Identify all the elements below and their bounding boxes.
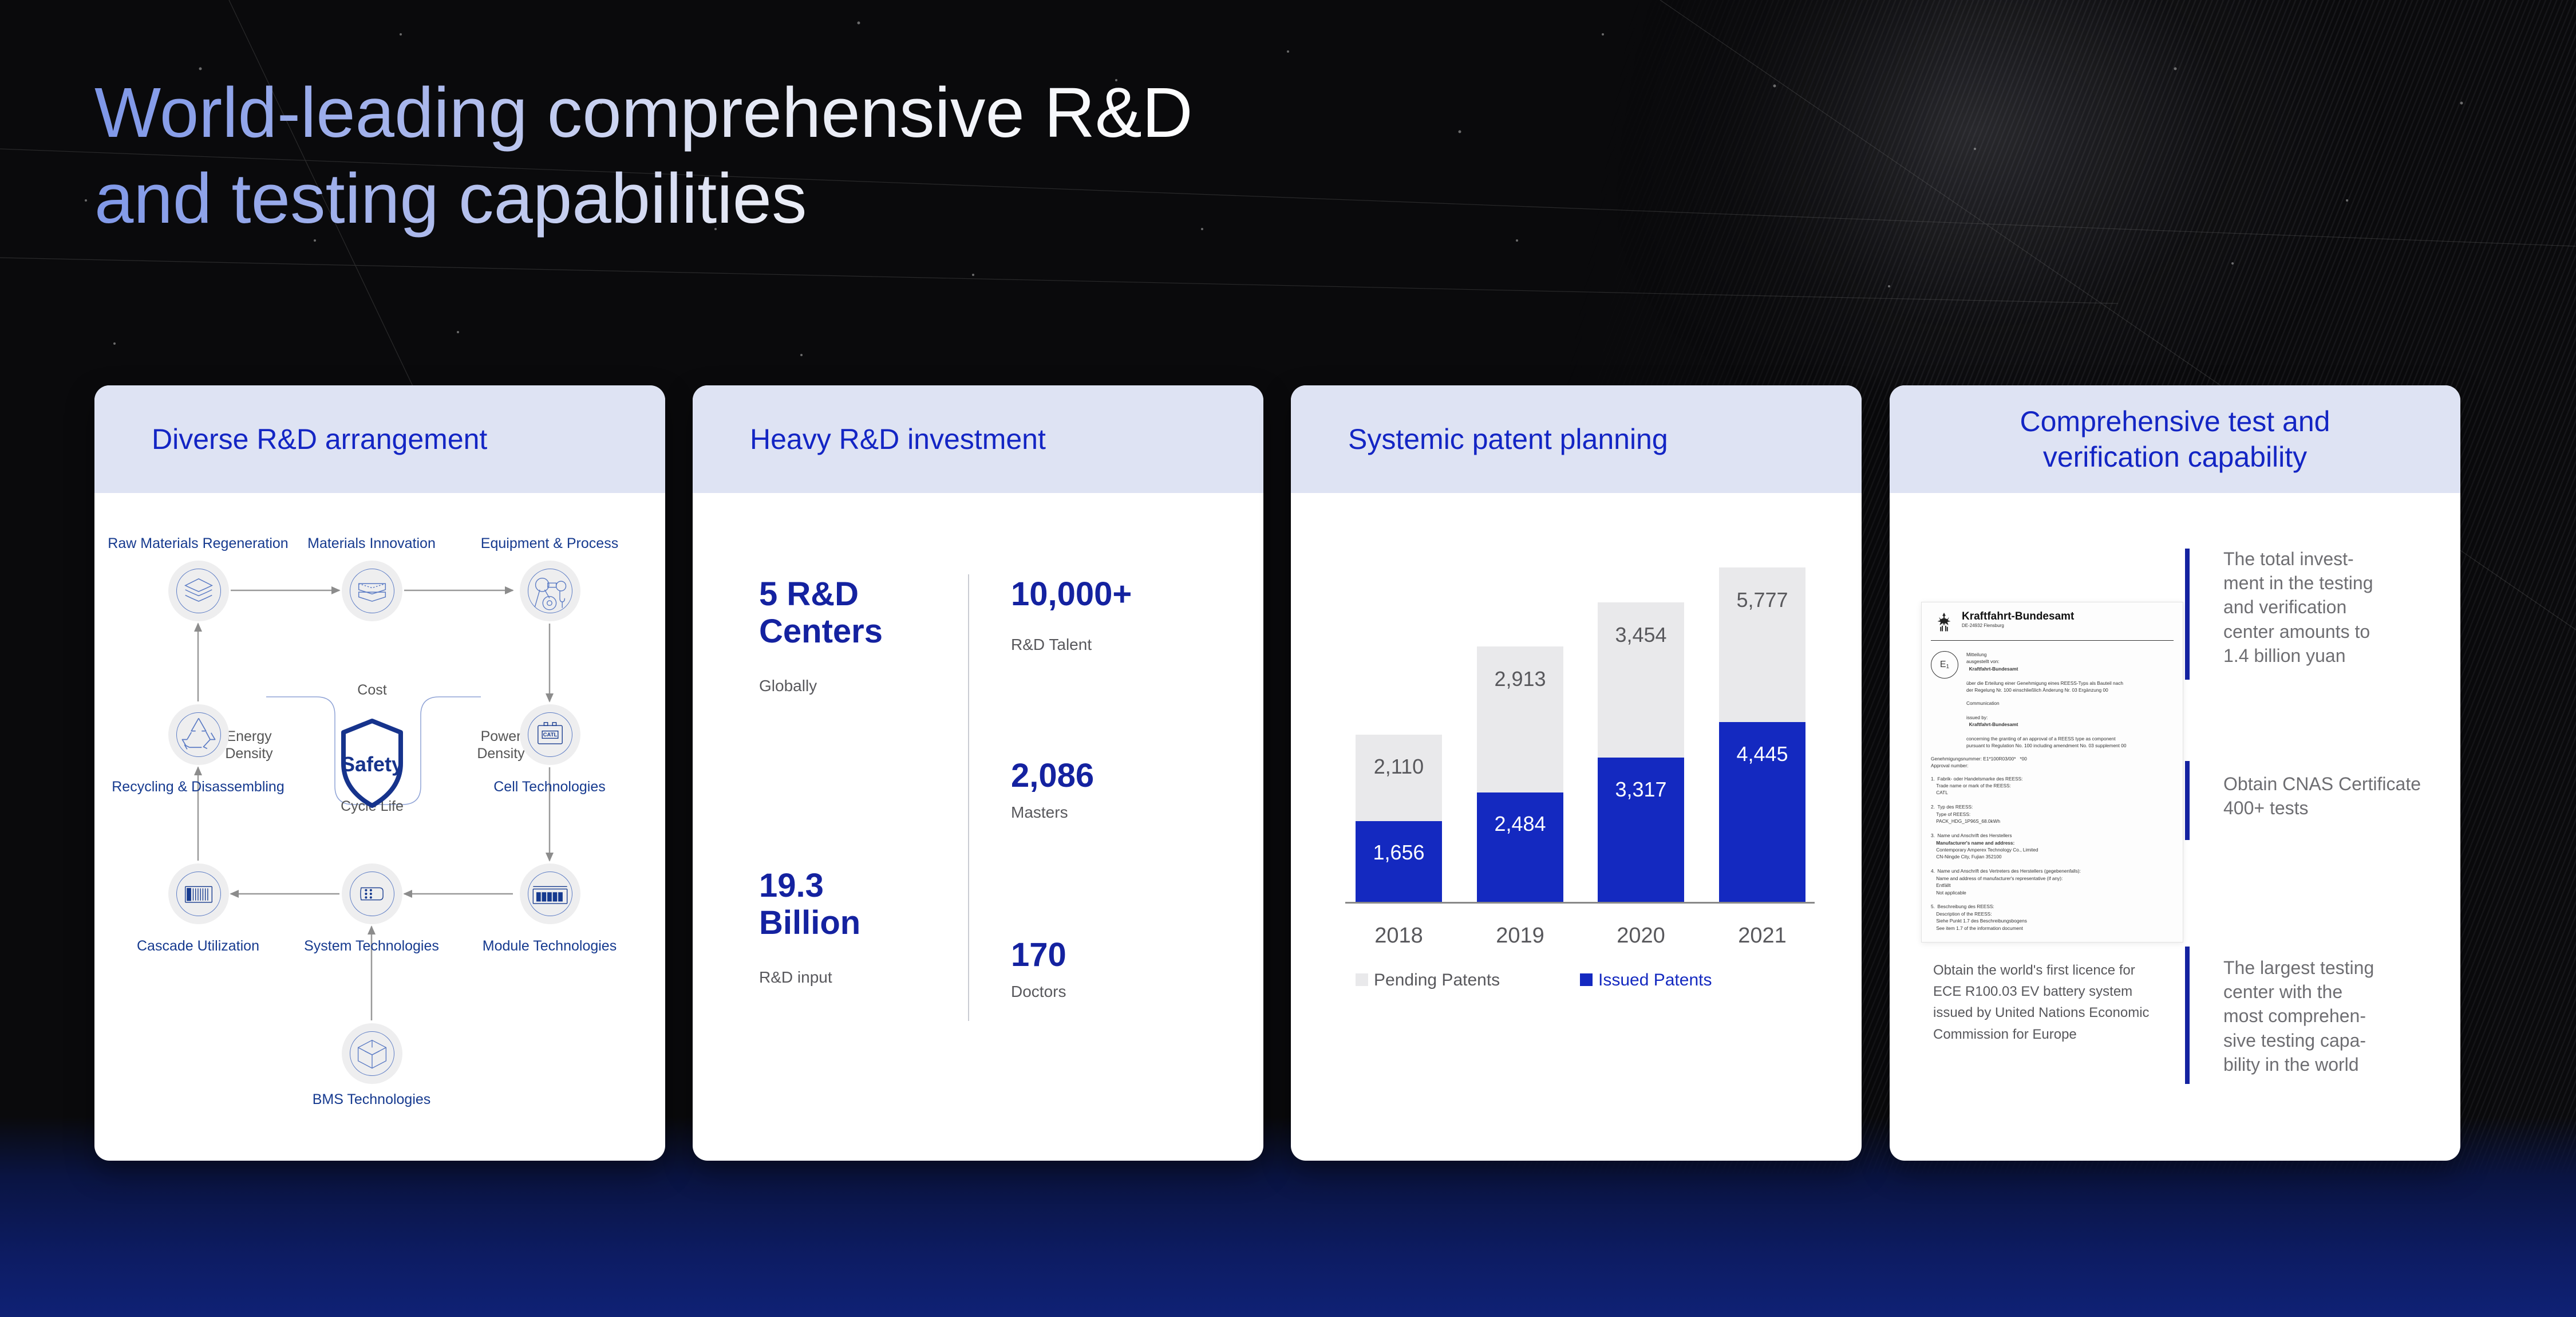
svg-text:CATL: CATL xyxy=(543,732,557,738)
svg-text:Safety: Safety xyxy=(341,752,403,776)
